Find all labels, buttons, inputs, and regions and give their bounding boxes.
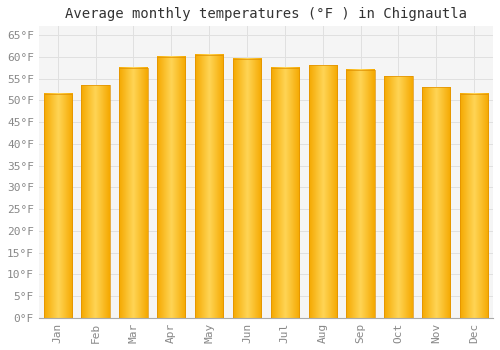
Title: Average monthly temperatures (°F ) in Chignautla: Average monthly temperatures (°F ) in Ch… bbox=[65, 7, 467, 21]
